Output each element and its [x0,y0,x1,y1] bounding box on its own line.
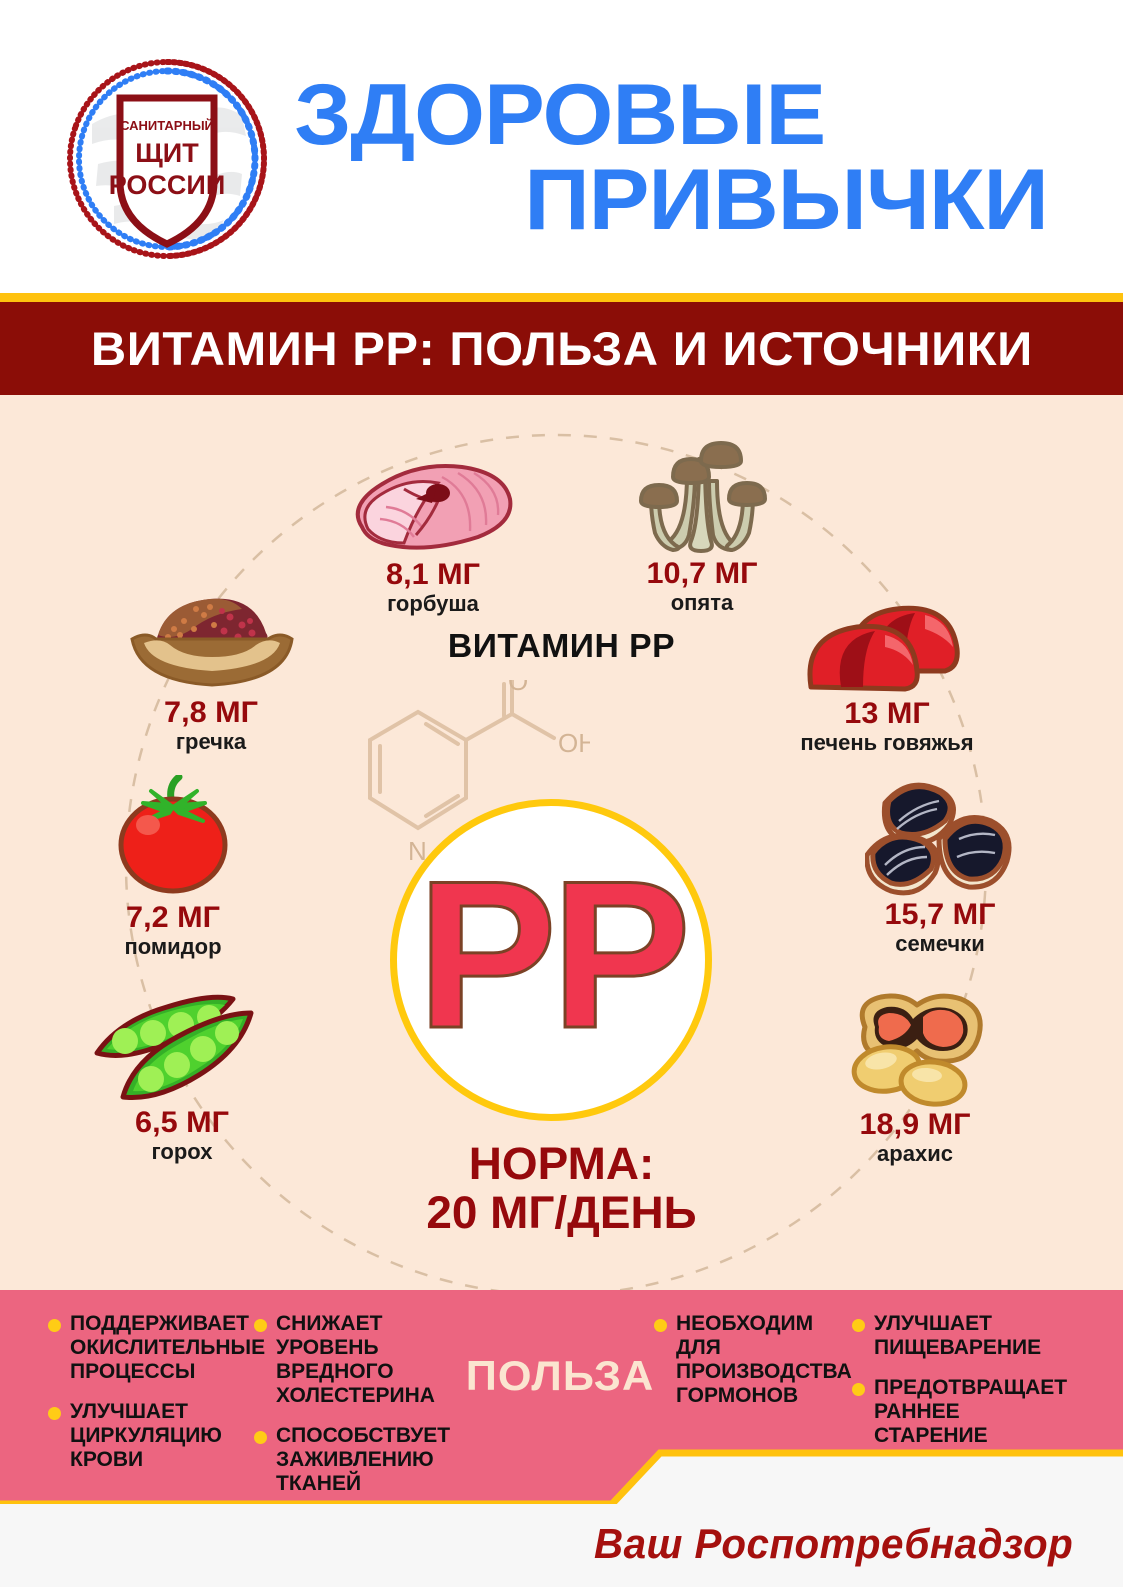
benefit-text: СПОСОБСТВУЕТ ЗАЖИВЛЕНИЮ ТКАНЕЙ [276,1423,451,1495]
benefits-heading: ПОЛЬЗА [465,1352,655,1399]
benefit-item: УЛУЧШАЕТ ПИЩЕВАРЕНИЕ [852,1312,1067,1360]
benefit-text: УЛУЧШАЕТ ПИЩЕВАРЕНИЕ [874,1312,1042,1359]
benefits-column-4: УЛУЧШАЕТ ПИЩЕВАРЕНИЕ ПРЕДОТВРАЩАЕТ РАННЕ… [852,1312,1067,1464]
benefit-item: ПРЕДОТВРАЩАЕТ РАННЕЕ СТАРЕНИЕ [852,1376,1067,1448]
bullet-icon [852,1319,865,1332]
bullet-icon [254,1430,267,1444]
benefit-text: НЕОБХОДИМ ДЛЯ ПРОИЗВОДСТВА ГОРМОНОВ [676,1312,852,1407]
food-amount: 7,2 МГ [126,901,220,934]
daily-norm: НОРМА: 20 МГ/ДЕНЬ [0,1138,1123,1238]
banner-title: ВИТАМИН PP: ПОЛЬЗА И ИСТОЧНИКИ [90,322,1033,375]
logo-line1: САНИТАРНЫЙ [120,118,214,133]
buckwheat-bowl-icon [130,598,294,687]
title-line-1: ЗДОРОВЫЕ [294,67,826,164]
food-node-peanuts: 18,9 МГ арахис [800,987,1030,1166]
food-node-salmon: 8,1 МГ горбуша [318,457,548,616]
food-name: горох [151,1138,213,1164]
food-node-mushrooms: 10,7 МГ опята [592,441,812,615]
benefit-text: ПРЕДОТВРАЩАЕТ РАННЕЕ СТАРЕНИЕ [874,1375,1068,1447]
beef-liver-icon [807,605,960,692]
badge-label: PP [415,837,692,1072]
benefit-item: ПОДДЕРЖИВАЕТ ОКИСЛИТЕЛЬНЫЕ ПРОЦЕССЫ [48,1312,265,1384]
food-amount: 10,7 МГ [646,557,758,590]
logo-line2: ЩИТ [135,138,199,168]
pea-pods-icon [94,994,253,1100]
atom-label-o: O [508,680,528,696]
benefit-text: СНИЖАЕТ УРОВЕНЬ ВРЕДНОГО ХОЛЕСТЕРИНА [276,1312,435,1407]
bullet-icon [254,1319,267,1332]
bullet-icon [654,1319,667,1332]
food-name: арахис [877,1140,953,1166]
food-node-liver: 13 МГ печень говяжья [762,591,1012,755]
gold-divider [0,293,1123,302]
peanuts-icon [851,993,983,1107]
molecule-title: ВИТАМИН PP [447,627,676,664]
food-name: опята [670,589,734,615]
benefits-section: ПОДДЕРЖИВАЕТ ОКИСЛИТЕЛЬНЫЕ ПРОЦЕССЫ УЛУЧ… [0,1290,1123,1504]
sanitary-shield-logo: САНИТАРНЫЙ ЩИТ РОССИИ [62,54,272,264]
atom-label-n: N [408,836,427,866]
bullet-icon [48,1406,61,1420]
footer-brand: Ваш Роспотребнадзор [593,1520,1074,1567]
salmon-steak-icon [355,464,512,550]
food-name: печень говяжья [800,729,974,755]
sunflower-seeds-icon [865,782,1012,896]
benefit-text: УЛУЧШАЕТ ЦИРКУЛЯЦИЮ КРОВИ [70,1399,222,1471]
tomato-icon [118,775,227,894]
logo-emblem-icon: САНИТАРНЫЙ ЩИТ РОССИИ [67,59,267,259]
benefit-item: НЕОБХОДИМ ДЛЯ ПРОИЗВОДСТВА ГОРМОНОВ [654,1312,859,1408]
logo-line3: РОССИИ [109,170,225,200]
food-name: помидор [124,933,222,959]
page-footer: Ваш Роспотребнадзор [0,1504,1123,1587]
food-name: горбуша [387,590,479,616]
food-name: гречка [175,728,247,754]
food-amount: 6,5 МГ [135,1106,229,1139]
mushrooms-icon [638,441,767,553]
norm-line-2: 20 МГ/ДЕНЬ [426,1186,697,1238]
benefits-column-2: СНИЖАЕТ УРОВЕНЬ ВРЕДНОГО ХОЛЕСТЕРИНА СПО… [254,1312,464,1512]
food-amount: 15,7 МГ [884,898,996,931]
infographic-body: ВИТАМИН PP O OH N PP НОРМА: 20 МГ/ДЕНЬ [0,395,1123,1290]
food-amount: 7,8 МГ [164,696,258,729]
benefit-item: СНИЖАЕТ УРОВЕНЬ ВРЕДНОГО ХОЛЕСТЕРИНА [254,1312,464,1408]
shield-icon [116,94,218,248]
food-node-tomato: 7,2 МГ помидор [58,775,288,959]
page-title: ЗДОРОВЫЕ ПРИВЫЧКИ [290,40,1050,275]
food-node-peas: 6,5 МГ горох [62,985,302,1164]
norm-line-1: НОРМА: [468,1138,655,1189]
benefit-text: ПОДДЕРЖИВАЕТ ОКИСЛИТЕЛЬНЫЕ ПРОЦЕССЫ [70,1312,266,1383]
page-header: САНИТАРНЫЙ ЩИТ РОССИИ ЗДОРОВЫЕ ПРИВЫЧКИ [0,0,1123,293]
bullet-icon [48,1319,61,1332]
benefit-item: УЛУЧШАЕТ ЦИРКУЛЯЦИЮ КРОВИ [48,1400,248,1472]
bullet-icon [852,1382,865,1396]
benefits-background [0,1290,1123,1504]
food-node-seeds: 15,7 МГ семечки [830,777,1050,956]
benefits-column-1: ПОДДЕРЖИВАЕТ ОКИСЛИТЕЛЬНЫЕ ПРОЦЕССЫ УЛУЧ… [48,1312,265,1488]
food-name: семечки [895,930,985,956]
benefits-column-3: НЕОБХОДИМ ДЛЯ ПРОИЗВОДСТВА ГОРМОНОВ [654,1312,859,1424]
food-amount: 8,1 МГ [386,558,480,591]
food-amount: 13 МГ [844,697,930,730]
food-amount: 18,9 МГ [859,1108,971,1141]
benefit-item: СПОСОБСТВУЕТ ЗАЖИВЛЕНИЮ ТКАНЕЙ [254,1424,464,1496]
niacin-molecule-icon: O OH N [368,680,590,866]
vitamin-pp-badge: PP [390,799,712,1121]
food-node-buckwheat: 7,8 МГ гречка [96,583,326,754]
section-banner: ВИТАМИН PP: ПОЛЬЗА И ИСТОЧНИКИ [0,302,1123,395]
atom-label-oh: OH [558,728,590,758]
title-line-2: ПРИВЫЧКИ [524,151,1049,248]
